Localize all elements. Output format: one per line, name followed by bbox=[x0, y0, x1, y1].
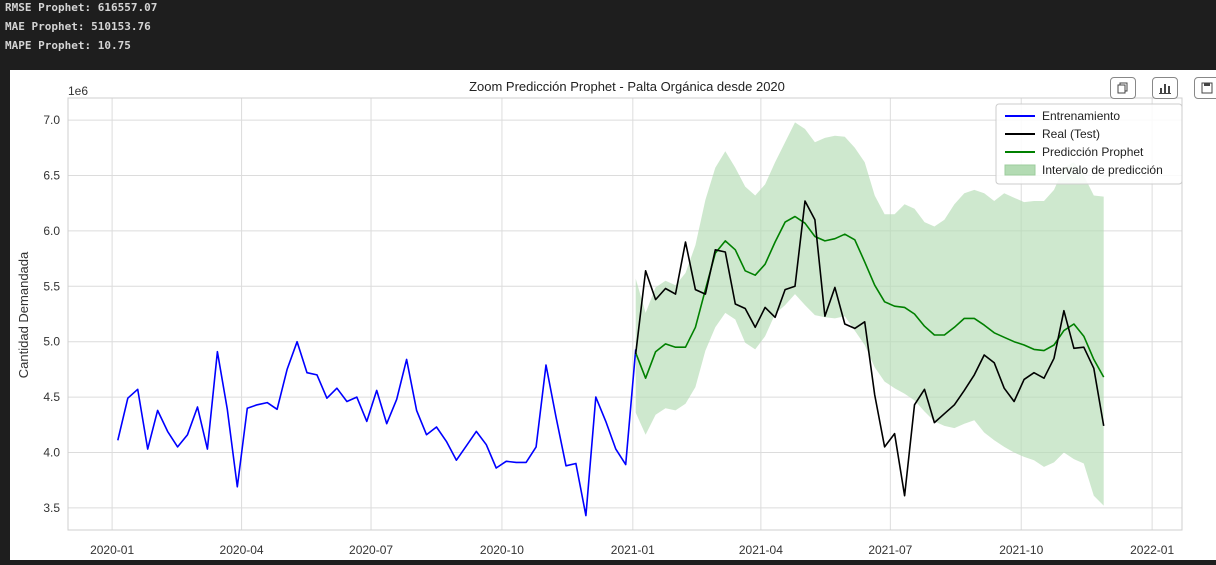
x-tick-label: 2021-10 bbox=[999, 543, 1043, 557]
x-tick-label: 2020-07 bbox=[349, 543, 393, 557]
y-tick-label: 5.5 bbox=[43, 279, 60, 293]
train-series-line bbox=[117, 340, 637, 517]
legend: Entrenamiento Real (Test) Predicción Pro… bbox=[995, 103, 1183, 185]
y-tick-label: 3.5 bbox=[43, 501, 60, 515]
chart-view-button[interactable] bbox=[1152, 77, 1178, 99]
save-button[interactable] bbox=[1194, 77, 1216, 99]
prediction-interval-band bbox=[635, 122, 1104, 506]
plot-frame bbox=[67, 97, 1183, 531]
legend-label-train: Entrenamiento bbox=[1042, 109, 1120, 123]
y-tick-label: 6.5 bbox=[43, 169, 60, 183]
y-axis-label: Cantidad Demandada bbox=[16, 251, 31, 378]
legend-box bbox=[995, 103, 1183, 185]
copy-icon bbox=[1117, 82, 1128, 94]
x-tick-label: 2021-01 bbox=[611, 543, 655, 557]
x-tick-label: 2021-04 bbox=[739, 543, 783, 557]
bar-chart-icon bbox=[1159, 84, 1171, 94]
legend-label-interval: Intervalo de predicción bbox=[1042, 163, 1163, 177]
y-tick-label: 6.0 bbox=[43, 224, 60, 238]
x-tick-label: 2022-01 bbox=[1130, 543, 1174, 557]
console-output: RMSE Prophet: 616557.07 MAE Prophet: 510… bbox=[5, 0, 605, 57]
y-tick-label: 4.0 bbox=[43, 445, 60, 459]
x-tick-label: 2021-07 bbox=[868, 543, 912, 557]
tick-labels: 2020-01 2020-04 2020-07 2020-10 2021-01 2021-… bbox=[43, 113, 1174, 557]
copy-button[interactable] bbox=[1110, 77, 1136, 99]
x-tick-label: 2020-01 bbox=[90, 543, 134, 557]
y-tick-label: 4.5 bbox=[43, 390, 60, 404]
figure: 2020-01 2020-04 2020-07 2020-10 2021-01 2021-… bbox=[10, 70, 1216, 560]
mae-line: MAE Prophet: 510153.76 bbox=[5, 20, 151, 33]
lines-layer bbox=[117, 200, 1105, 517]
save-icon bbox=[1201, 82, 1213, 94]
legend-swatch-interval bbox=[1004, 164, 1036, 176]
y-offset-label: 1e6 bbox=[68, 84, 88, 98]
chart-svg: 2020-01 2020-04 2020-07 2020-10 2021-01 2021-… bbox=[16, 79, 1183, 557]
y-tick-label: 5.0 bbox=[43, 335, 60, 349]
rmse-line: RMSE Prophet: 616557.07 bbox=[5, 1, 158, 14]
legend-label-pred: Predicción Prophet bbox=[1042, 145, 1144, 159]
x-tick-label: 2020-04 bbox=[220, 543, 264, 557]
y-tick-label: 7.0 bbox=[43, 113, 60, 127]
test-series-line bbox=[634, 200, 1105, 497]
chart-title: Zoom Predicción Prophet - Palta Orgánica… bbox=[469, 79, 785, 94]
legend-label-test: Real (Test) bbox=[1042, 127, 1100, 141]
x-tick-label: 2020-10 bbox=[480, 543, 524, 557]
mape-line: MAPE Prophet: 10.75 bbox=[5, 39, 131, 52]
interval-layer bbox=[635, 122, 1104, 506]
